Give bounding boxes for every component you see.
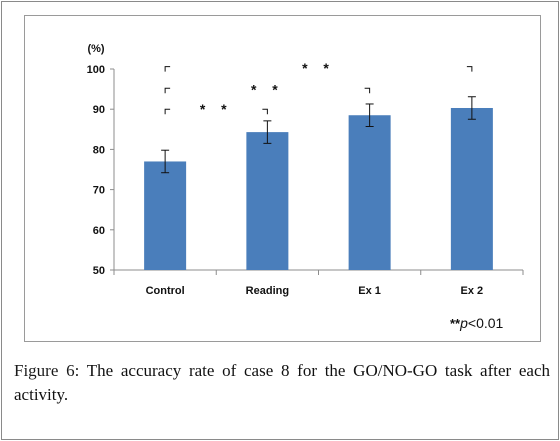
- y-tick-label: 100: [87, 64, 105, 76]
- significance-stars-label: * *: [302, 60, 335, 76]
- y-tick-label: 60: [93, 225, 105, 237]
- significance-bracket-right: [364, 87, 371, 94]
- significance-stars-label: * *: [251, 82, 284, 98]
- significance-stars-label: * *: [200, 101, 233, 117]
- p-threshold: <0.01: [467, 315, 504, 331]
- bar-control: [144, 161, 187, 270]
- significance-bracket-right: [262, 108, 268, 115]
- x-category-label: Control: [146, 285, 185, 297]
- y-tick-label: 90: [93, 104, 105, 116]
- caption-text: The accuracy rate of case 8 for the GO/N…: [14, 361, 551, 404]
- y-axis-label: (%): [87, 43, 104, 55]
- significance-bracket-right: [466, 66, 473, 72]
- significance-bracket-left: [164, 108, 171, 115]
- significance-stars: **: [450, 316, 461, 331]
- figure-caption: Figure 6: The accuracy rate of case 8 fo…: [14, 359, 550, 407]
- significance-note: **p<0.01: [450, 315, 503, 331]
- p-symbol: p: [460, 315, 468, 331]
- x-category-label: Ex 2: [461, 285, 484, 297]
- caption-label: Figure 6:: [14, 361, 80, 380]
- bar-ex-2: [450, 107, 493, 270]
- significance-bracket-left: [164, 66, 171, 72]
- bar-reading: [246, 132, 289, 270]
- y-tick-label: 70: [93, 185, 105, 197]
- y-tick-label: 80: [93, 144, 105, 156]
- bar-ex-1: [348, 115, 391, 270]
- x-category-label: Reading: [246, 285, 289, 297]
- x-category-label: Ex 1: [358, 285, 381, 297]
- significance-bracket-left: [164, 87, 171, 94]
- y-tick-label: 50: [93, 265, 105, 277]
